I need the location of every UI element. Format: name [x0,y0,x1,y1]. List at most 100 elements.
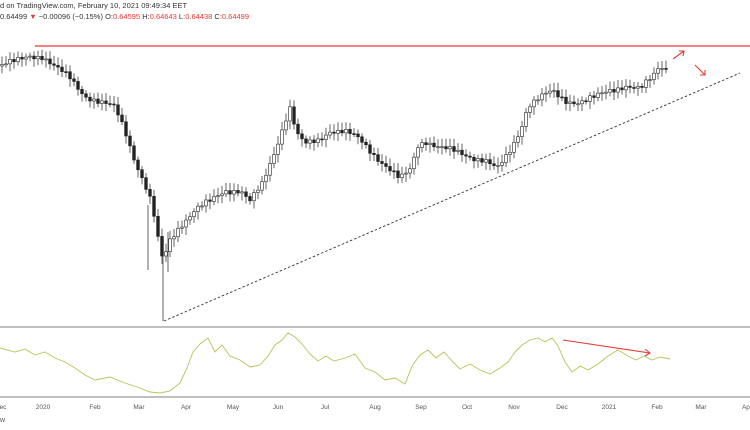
candle-down [560,96,564,99]
candle-up [484,159,488,163]
candle-up [596,92,600,98]
chart-published-line: d on TradingView.com, February 10, 2021 … [0,1,187,10]
candle-up [600,92,604,95]
candle-up [616,87,620,93]
arrow-up-icon [672,50,685,60]
candle-down [388,166,392,172]
candle-up [4,63,8,66]
ohlc-legend: 0.64499 ▼ −0.00096 (−0.15%) O:0.64595 H:… [0,12,249,21]
candle-down [364,141,368,146]
candle-up [216,195,220,197]
candle-down [208,199,212,202]
candle-up [532,99,536,108]
candle-up [336,129,340,134]
candle-down [452,146,456,152]
candle-up [200,205,204,208]
candle-up [264,174,268,182]
candle-up [276,143,280,155]
x-tick-label: May [227,404,240,411]
x-tick-label: Oct [462,404,472,411]
candle-up [656,68,660,74]
candle-up [308,139,312,144]
candle-up [252,192,256,202]
candle-up [476,158,480,162]
candle-up [92,98,96,102]
x-tick-label: ec [0,404,7,411]
candlestick-series [0,49,668,321]
candle-down [236,190,240,194]
candle-up [604,91,608,94]
candle-up [0,64,4,67]
x-tick-label: 2021 [602,404,617,411]
candle-up [508,152,512,155]
candle-up [428,142,432,146]
candle-up [416,147,420,158]
x-tick-label: Mar [133,404,145,411]
candle-up [288,106,292,122]
candle-down [664,68,668,70]
candle-up [524,112,528,127]
candle-down [356,133,360,138]
candle-down [136,159,140,171]
candle-down [432,142,436,148]
candle-down [144,177,148,190]
candle-down [564,96,568,104]
candle-up [184,219,188,228]
low-value: 0.64438 [185,12,213,21]
candle-up [328,131,332,136]
candle-down [112,103,116,106]
candle-down [300,133,304,140]
candle-up [456,149,460,152]
candle-down [156,215,160,237]
x-tick-label: Feb [89,404,101,411]
candle-down [464,154,468,157]
candle-up [168,238,172,252]
candle-down [292,106,296,125]
candle-down [88,96,92,102]
candle-up [176,227,180,238]
x-tick-label: Dec [556,404,568,411]
candle-up [436,146,440,149]
high-label: H: [142,12,150,21]
rising-trendline[interactable] [163,72,741,322]
candle-down [340,129,344,134]
candle-up [280,129,284,145]
candle-down [132,145,136,161]
candle-down [304,138,308,144]
candle-down [376,154,380,162]
x-tick-label: Nov [508,404,520,411]
candle-up [16,56,20,63]
open-value: 0.64595 [112,12,141,21]
candle-down [368,144,372,154]
candle-down [460,149,464,155]
candle-down [480,158,484,163]
candle-down [96,98,100,104]
candle-up [196,205,200,212]
candle-up [540,93,544,101]
x-tick-label: Mar [695,404,707,411]
candle-down [128,135,132,147]
candle-down [20,56,24,60]
candle-down [472,156,476,162]
candle-up [240,191,244,194]
candle-up [588,95,592,102]
candle-up [408,168,412,174]
candle-up [256,189,260,193]
candle-down [620,87,624,91]
high-value: 0.64643 [149,12,177,21]
time-axis[interactable]: ec 2020 Feb Mar Apr May Jun Jul Aug Sep Oct Nov Dec 2… [0,404,750,411]
candle-down [424,142,428,146]
candle-up [284,120,288,131]
candle-down [56,65,60,68]
candle-down [32,55,36,60]
candle-down [384,163,388,167]
candle-down [160,236,164,257]
candle-down [40,56,44,60]
divergence-arrow-icon [562,339,651,357]
candle-up [440,146,444,148]
x-tick-label: 2020 [36,404,51,411]
footer-text: w [0,417,6,424]
candle-up [324,134,328,140]
candle-up [400,173,404,178]
